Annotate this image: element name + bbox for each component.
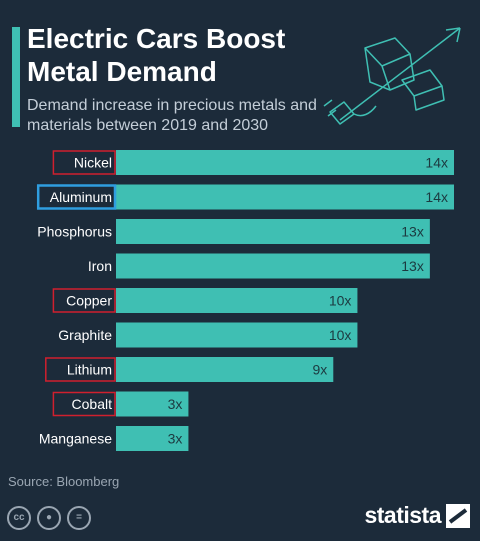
bar-aluminum: [116, 184, 454, 210]
highlight-box-lithium: [45, 357, 116, 382]
category-label-copper: Copper: [66, 293, 112, 309]
bar-iron: [116, 253, 430, 279]
category-label-graphite: Graphite: [58, 327, 112, 343]
category-label-cobalt: Cobalt: [72, 396, 113, 412]
category-label-phosphorus: Phosphorus: [37, 224, 112, 240]
value-label-copper: 10x: [329, 293, 352, 309]
highlight-box-cobalt: [52, 391, 116, 417]
value-label-manganese: 3x: [168, 431, 183, 447]
value-label-graphite: 10x: [329, 327, 352, 343]
category-label-manganese: Manganese: [39, 431, 112, 447]
attribution-icon[interactable]: ●: [37, 506, 61, 530]
category-label-lithium: Lithium: [67, 362, 112, 378]
creative-commons-icon[interactable]: cc: [7, 506, 31, 530]
highlight-box-aluminum: [36, 184, 117, 210]
highlight-box-copper: [52, 288, 116, 313]
highlight-box-nickel: [52, 150, 116, 175]
bar-chart: Nickel 14x Aluminum 14x Phosphorus 13x Iron 13x…: [36, 150, 454, 451]
car-battery-illustration: [323, 27, 461, 125]
chart-title: Electric Cars Boost Metal Demand: [27, 23, 286, 87]
statista-brand[interactable]: statista: [364, 502, 470, 529]
bar-lithium: [116, 357, 334, 382]
bar-manganese: [116, 426, 189, 451]
value-label-phosphorus: 13x: [401, 224, 424, 240]
source-note: Source: Bloomberg: [8, 474, 120, 489]
value-label-cobalt: 3x: [168, 396, 183, 412]
category-label-aluminum: Aluminum: [50, 189, 112, 205]
plug-icon: [323, 99, 377, 125]
no-derivatives-icon[interactable]: =: [67, 506, 91, 530]
trend-arrow-icon: [339, 27, 461, 121]
license-icons: cc ● =: [7, 506, 91, 530]
brand-name: statista: [364, 502, 441, 528]
statista-logo-icon: [446, 503, 470, 528]
bar-cobalt: [116, 391, 189, 417]
category-label-nickel: Nickel: [74, 155, 112, 171]
bar-copper: [116, 288, 358, 313]
bar-nickel: [116, 150, 454, 175]
value-label-nickel: 14x: [425, 155, 448, 171]
value-label-aluminum: 14x: [425, 189, 448, 205]
value-label-lithium: 9x: [312, 362, 327, 378]
value-label-iron: 13x: [401, 258, 424, 274]
category-label-iron: Iron: [88, 258, 112, 274]
battery-block-icon: [364, 37, 415, 91]
bar-graphite: [116, 322, 358, 348]
title-accent-bar: [12, 27, 20, 127]
chart-subtitle: Demand increase in precious metals and m…: [27, 97, 317, 134]
bar-phosphorus: [116, 219, 430, 244]
